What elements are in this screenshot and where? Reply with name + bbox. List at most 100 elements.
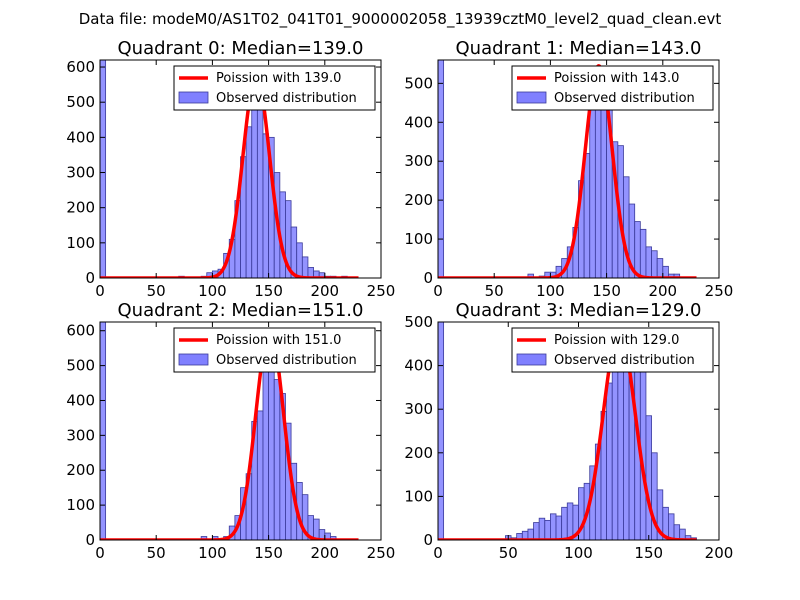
- poisson-model-line: [438, 328, 697, 540]
- y-tick-label: 200: [404, 191, 433, 209]
- y-tick-label: 400: [66, 391, 95, 409]
- x-tick-label: 150: [254, 282, 283, 300]
- histogram-bar: [296, 242, 303, 278]
- y-tick-label: 300: [66, 164, 95, 182]
- x-tick-label: 0: [433, 282, 443, 300]
- histogram-bar: [673, 524, 681, 540]
- axes-frame: [99, 321, 382, 541]
- x-tick-label: 250: [705, 282, 734, 300]
- y-tick-label: 500: [66, 93, 95, 111]
- panel-title: Quadrant 2: Median=151.0: [118, 300, 364, 321]
- histogram-bar: [561, 506, 568, 540]
- legend-label-observed: Observed distribution: [554, 353, 695, 368]
- legend-label-model: Poission with 143.0: [554, 71, 679, 86]
- histogram-bar: [438, 322, 445, 540]
- figure-suptitle: Data file: modeM0/AS1T02_041T01_90000020…: [79, 10, 722, 29]
- y-tick-label: 600: [66, 58, 95, 76]
- histogram-bar: [634, 221, 641, 278]
- histogram-bar: [550, 513, 557, 540]
- histogram-bar: [583, 153, 591, 278]
- histogram-bar: [100, 60, 107, 278]
- axes-frame: [99, 59, 382, 279]
- y-tick-label: 400: [404, 113, 433, 131]
- chart-panel-1: Quadrant 1: Median=143.0 0 50 100 150 200 250 0…: [404, 38, 733, 300]
- x-tick-label: 100: [564, 544, 593, 562]
- histogram-bar: [438, 60, 445, 278]
- x-tick-label: 0: [95, 282, 105, 300]
- plot-area: [100, 322, 359, 540]
- x-tick-label: 250: [367, 544, 396, 562]
- chart-panel-3: Quadrant 3: Median=129.0 0 50 100 150 200 0 100…: [404, 300, 733, 562]
- y-tick-label: 300: [404, 152, 433, 170]
- histogram-bar: [606, 382, 613, 540]
- histogram-bar: [617, 352, 624, 540]
- histogram-bar: [662, 265, 669, 278]
- x-tick-label: 50: [499, 544, 518, 562]
- histogram-bar: [589, 102, 596, 278]
- histogram-bar: [262, 347, 270, 540]
- histogram-bar: [645, 415, 652, 540]
- histogram-bar: [301, 256, 309, 278]
- histogram-bar: [645, 246, 652, 278]
- y-tick-label: 300: [404, 400, 433, 418]
- histogram-bar: [639, 228, 647, 278]
- y-tick-label: 500: [404, 74, 433, 92]
- x-tick-label: 200: [310, 282, 339, 300]
- x-tick-label: 200: [310, 544, 339, 562]
- histogram-bar: [566, 502, 574, 540]
- legend: Poission with 143.0 Observed distribution: [511, 65, 714, 111]
- panel-title: Quadrant 3: Median=129.0: [456, 300, 702, 321]
- legend: Poission with 139.0 Observed distribution: [173, 65, 376, 111]
- y-tick-label: 100: [66, 234, 95, 252]
- legend-label-model: Poission with 129.0: [554, 333, 679, 348]
- histogram-bar: [527, 273, 534, 278]
- y-tick-label: 200: [404, 444, 433, 462]
- histogram-bar: [256, 98, 264, 278]
- histogram-bar: [100, 322, 107, 540]
- y-tick-label: 100: [66, 496, 95, 514]
- legend-label-observed: Observed distribution: [216, 353, 357, 368]
- x-tick-label: 0: [433, 544, 443, 562]
- histogram-bar: [544, 519, 551, 540]
- x-tick-label: 150: [254, 544, 283, 562]
- axes-frame: [437, 59, 720, 279]
- histogram-bar: [611, 343, 619, 540]
- y-tick-label: 100: [404, 487, 433, 505]
- x-tick-label: 100: [198, 544, 227, 562]
- x-tick-label: 0: [95, 544, 105, 562]
- y-tick-label: 0: [423, 269, 433, 287]
- histogram-bar: [256, 410, 264, 540]
- panel-title: Quadrant 0: Median=139.0: [118, 38, 364, 59]
- legend-bar-swatch: [178, 91, 209, 104]
- y-tick-label: 500: [66, 357, 95, 375]
- y-tick-label: 600: [66, 322, 95, 340]
- histogram-bar: [656, 258, 664, 278]
- legend-label-model: Poission with 139.0: [216, 71, 341, 86]
- x-tick-label: 150: [634, 544, 663, 562]
- x-tick-label: 200: [648, 282, 677, 300]
- histogram-bar: [651, 250, 658, 278]
- histogram-bar: [533, 522, 540, 540]
- chart-panel-0: Quadrant 0: Median=139.0 0 50 100 150 200 250 0…: [66, 38, 395, 300]
- histogram-bar: [594, 90, 602, 278]
- x-tick-label: 50: [147, 282, 166, 300]
- y-tick-label: 500: [404, 313, 433, 331]
- legend-label-observed: Observed distribution: [216, 91, 357, 106]
- histogram-bar: [245, 126, 253, 278]
- x-tick-label: 100: [536, 282, 565, 300]
- y-tick-label: 300: [66, 426, 95, 444]
- x-tick-label: 100: [198, 282, 227, 300]
- y-tick-label: 200: [66, 199, 95, 217]
- legend-bar-swatch: [516, 353, 547, 366]
- y-tick-label: 0: [85, 531, 95, 549]
- histogram-bar: [673, 273, 681, 278]
- x-tick-label: 50: [485, 282, 504, 300]
- legend-bar-swatch: [178, 353, 209, 366]
- poisson-model-line: [100, 328, 359, 540]
- histogram-bar: [555, 515, 563, 540]
- legend-label-model: Poission with 151.0: [216, 333, 341, 348]
- legend-bar-swatch: [516, 91, 547, 104]
- y-tick-label: 0: [85, 269, 95, 287]
- y-tick-label: 100: [404, 230, 433, 248]
